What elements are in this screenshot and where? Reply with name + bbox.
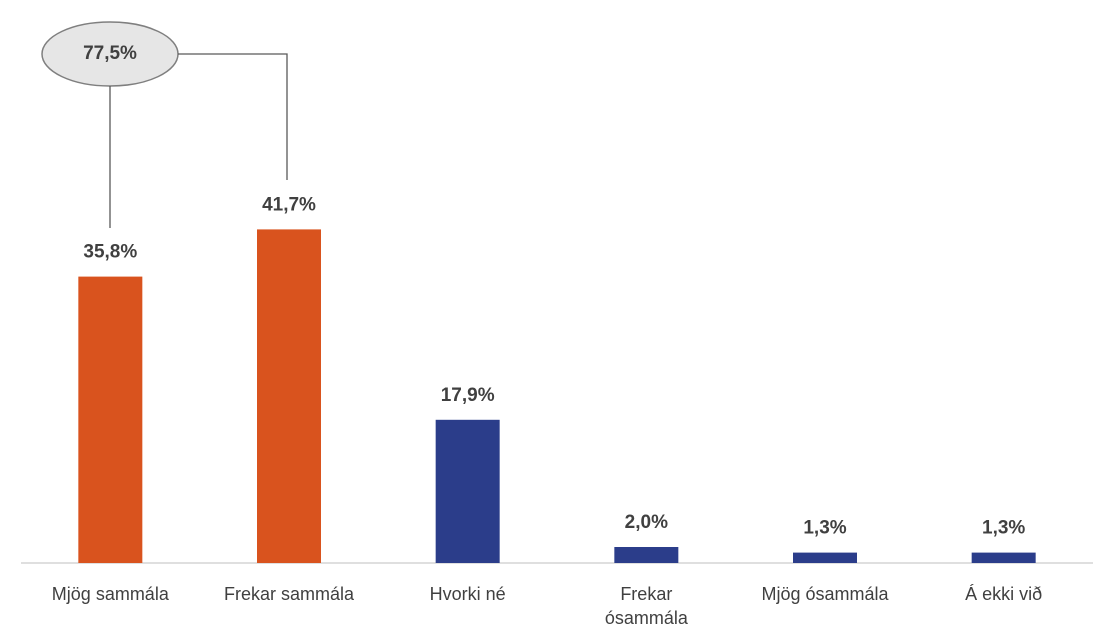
value-label: 35,8% [83, 242, 137, 263]
annotation-connector [178, 53, 288, 180]
bar [78, 276, 143, 563]
value-label: 41,7% [262, 194, 316, 215]
bar [793, 552, 857, 563]
value-label: 1,3% [803, 518, 846, 539]
value-label: 1,3% [982, 518, 1025, 539]
annotation-label: 77,5% [83, 43, 137, 64]
value-label: 2,0% [625, 512, 668, 533]
bar [614, 547, 679, 563]
x-tick-label: Mjög ósammála [761, 584, 889, 604]
bar [971, 552, 1036, 563]
x-tick-label: Frekar ósammála [604, 584, 688, 628]
x-tick-label: Frekar sammála [223, 584, 355, 604]
value-label: 17,9% [441, 385, 495, 406]
x-tick-label: Á ekki við [965, 584, 1043, 604]
x-tick-label: Hvorki né [429, 584, 506, 604]
bar [435, 419, 500, 563]
x-tick-label: Mjög sammála [51, 584, 169, 604]
bar [257, 229, 321, 563]
